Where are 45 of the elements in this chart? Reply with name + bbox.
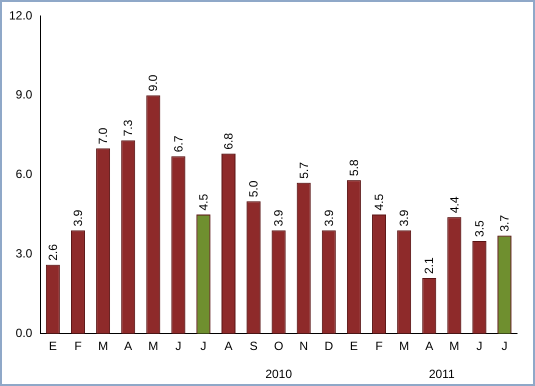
- y-tick-label: 6.0: [16, 167, 33, 182]
- data-label: 2.6: [46, 244, 60, 261]
- x-tick-label: M: [98, 339, 108, 354]
- data-label: 7.0: [96, 127, 110, 144]
- data-label: 4.4: [447, 196, 462, 214]
- x-tick-label: S: [250, 339, 258, 354]
- data-label: 4.5: [196, 193, 210, 210]
- x-tick-label: E: [48, 339, 57, 354]
- x-tick-label: F: [74, 339, 82, 354]
- data-label: 3.9: [322, 209, 336, 226]
- text: 2011: [428, 367, 455, 381]
- data-label: 3.9: [272, 209, 286, 226]
- x-tick-label: J: [175, 339, 182, 354]
- x-tick-label: E: [350, 339, 358, 354]
- x-tick-label: A: [425, 339, 434, 354]
- data-label: 3.5: [472, 220, 486, 237]
- x-tick-label: J: [200, 339, 206, 354]
- x-tick-label: M: [449, 339, 460, 354]
- x-tick-label: A: [224, 339, 233, 354]
- data-label: 5.7: [296, 162, 311, 179]
- data-label: 3.9: [70, 209, 85, 226]
- data-label: 6.8: [222, 132, 236, 150]
- data-label: 5.0: [246, 180, 261, 198]
- y-tick-label: 0.0: [16, 326, 33, 340]
- data-label: 4.5: [372, 193, 386, 210]
- x-tick-label: J: [501, 339, 508, 354]
- data-label: 3.7: [497, 214, 512, 232]
- data-label: 5.8: [346, 159, 361, 176]
- x-tick-label: M: [399, 339, 410, 354]
- y-tick-label: 9.0: [16, 88, 33, 102]
- data-label: 6.7: [171, 135, 186, 152]
- y-tick-label: 12.0: [8, 8, 33, 22]
- data-label: 3.9: [397, 209, 412, 226]
- x-tick-label: N: [299, 339, 308, 354]
- x-tick-label: A: [124, 339, 132, 354]
- text: 2010: [265, 367, 292, 381]
- x-tick-label: D: [324, 339, 334, 354]
- y-tick-label: 3.0: [16, 246, 33, 261]
- x-tick-label: F: [375, 339, 383, 354]
- x-tick-label: J: [476, 339, 482, 354]
- data-label: 7.3: [121, 119, 136, 136]
- data-label: 9.0: [146, 74, 160, 92]
- x-tick-label: O: [274, 339, 284, 354]
- data-label: 2.1: [422, 257, 436, 274]
- x-tick-label: M: [148, 339, 158, 354]
